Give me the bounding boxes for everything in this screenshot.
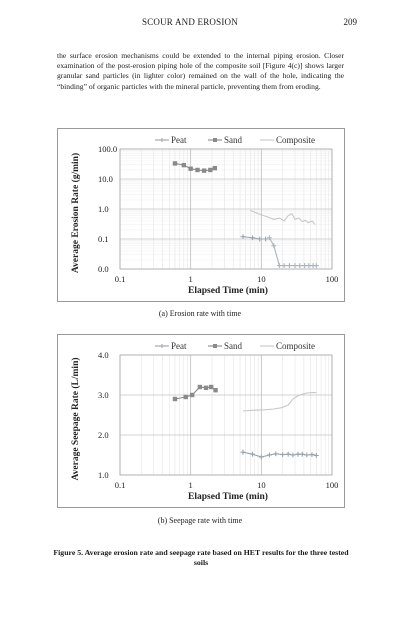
series-line (242, 236, 266, 240)
data-point (290, 452, 296, 458)
data-point (285, 451, 291, 457)
x-tick-label: 1 (189, 274, 193, 284)
data-point (208, 167, 213, 173)
legend-swatch-marker (213, 344, 217, 348)
legend-label: Peat (171, 341, 187, 351)
x-tick-label: 0.1 (115, 480, 126, 490)
data-point (172, 161, 178, 166)
x-tick-label: 100 (326, 274, 339, 284)
y-tick-label: 4.0 (98, 350, 109, 360)
data-point (212, 165, 218, 171)
chart-a-frame: 0.1 1 10 100 0.0 0.1 1.0 10.0 100.0 Peat Sand Compo… (57, 128, 345, 302)
chart-a-caption: (a) Erosion rate with time (158, 309, 242, 318)
legend-label: Sand (224, 135, 243, 145)
data-point (266, 452, 272, 458)
plot-area-border (119, 148, 333, 270)
data-point (240, 234, 246, 240)
data-point (258, 454, 264, 460)
series-line (242, 392, 317, 412)
body-paragraph: the surface erosion mechanisms could be … (57, 51, 344, 91)
data-point (281, 263, 287, 268)
erosion-rate-chart: 0.1 1 10 100 0.0 0.1 1.0 10.0 100.0 Peat Sand Compo… (70, 135, 339, 296)
data-point (266, 235, 272, 241)
legend-label: Sand (224, 341, 243, 351)
chart-b-subcaption: (b) Seepage rate with time (157, 516, 243, 525)
y-tick-label: 1.0 (98, 470, 109, 480)
data-point (287, 263, 292, 268)
y-tick-label: 3.0 (98, 390, 109, 400)
figure-caption: Figure 5. Average erosion rate and seepa… (53, 548, 349, 567)
x-axis-label: Elapsed Time (min) (188, 491, 268, 502)
data-point (195, 167, 200, 173)
series-line (250, 209, 316, 226)
data-point (208, 384, 214, 390)
page-number: 209 (343, 17, 358, 27)
data-point (273, 451, 279, 457)
legend-label: Composite (276, 135, 315, 145)
data-point (304, 452, 310, 458)
running-head: SCOUR AND EROSION (142, 17, 238, 27)
data-point (172, 396, 178, 402)
y-tick-label: 2.0 (98, 430, 109, 440)
data-point (313, 453, 319, 458)
data-point (203, 385, 209, 390)
legend-swatch-marker (160, 344, 164, 348)
y-tick-label: 0.0 (98, 264, 109, 274)
data-point (250, 235, 255, 241)
data-point (292, 263, 298, 268)
data-point (201, 168, 207, 173)
data-point (213, 388, 218, 393)
data-point (197, 384, 203, 390)
legend-label: Peat (171, 135, 187, 145)
data-point (263, 236, 269, 242)
y-tick-label: 100.0 (98, 144, 117, 154)
plot-area-border (119, 354, 333, 476)
data-point (189, 392, 195, 398)
y-axis-label: Average Seepage Rate (L/min) (70, 357, 81, 480)
data-point (250, 451, 255, 457)
legend-swatch-marker (160, 138, 164, 142)
x-tick-label: 10 (257, 480, 266, 490)
data-point (313, 263, 319, 268)
y-tick-label: 1.0 (98, 204, 109, 214)
x-tick-label: 1 (189, 480, 193, 490)
data-point (276, 263, 282, 268)
data-point (181, 162, 187, 168)
y-tick-label: 0.1 (98, 234, 109, 244)
data-point (309, 452, 315, 457)
legend-label: Composite (276, 341, 315, 351)
data-point (280, 452, 286, 457)
legend-swatch-marker (213, 138, 217, 142)
data-point (299, 451, 305, 457)
data-point (240, 449, 246, 455)
data-point (271, 243, 277, 249)
data-point (257, 236, 263, 242)
y-axis-label: Average Erosion Rate (g/min) (70, 153, 81, 273)
data-point (188, 166, 193, 171)
seepage-rate-chart: 0.1 1 10 100 1.0 2.0 3.0 4.0 Peat Sand Composite El… (70, 341, 339, 502)
x-axis-label: Elapsed Time (min) (188, 285, 268, 296)
data-point (306, 263, 312, 268)
data-point (295, 451, 301, 457)
chart-b-frame: 0.1 1 10 100 1.0 2.0 3.0 4.0 Peat Sand Composite El… (57, 334, 345, 508)
x-tick-label: 10 (257, 274, 266, 284)
x-tick-label: 100 (326, 480, 339, 490)
data-point (302, 263, 308, 268)
data-point (297, 263, 303, 268)
data-point (183, 394, 188, 400)
x-tick-label: 0.1 (115, 274, 126, 284)
y-tick-label: 10.0 (98, 174, 113, 184)
